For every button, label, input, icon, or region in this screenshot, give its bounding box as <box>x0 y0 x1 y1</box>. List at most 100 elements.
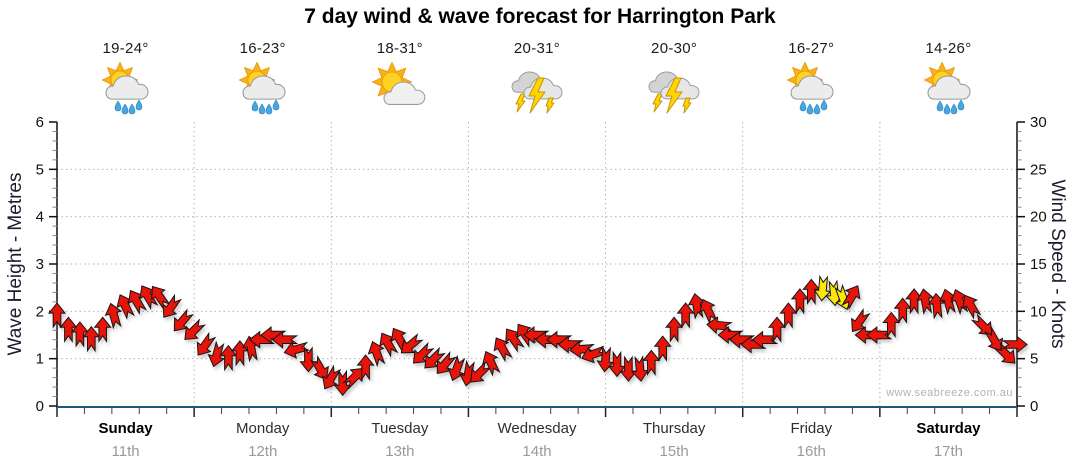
weather-icon-storm <box>508 60 566 118</box>
wind-arrow <box>162 293 183 318</box>
left-tick-label: 0 <box>36 398 44 415</box>
day-temp-range: 16-23° <box>239 40 286 57</box>
wind-arrow <box>322 364 342 390</box>
wind-arrow <box>851 307 871 333</box>
weather-icon-sun-cloud <box>371 60 429 118</box>
wind-arrow <box>493 337 513 363</box>
wind-arrow <box>470 360 492 383</box>
left-tick-label: 6 <box>36 114 44 131</box>
wind-arrow <box>299 346 318 373</box>
wind-arrow <box>184 318 207 341</box>
weather-icon-sun-cloud-rain <box>234 60 292 118</box>
wind-arrow <box>309 355 329 381</box>
weather-icon-sun-cloud-rain <box>97 60 155 118</box>
wind-arrow-yellow <box>813 274 832 302</box>
day-name: Thursday <box>642 420 706 437</box>
weather-icon-art <box>923 61 971 115</box>
wind-arrow <box>751 330 779 349</box>
day-temp-range: 19-24° <box>102 40 149 57</box>
right-tick-label: 25 <box>1030 161 1047 178</box>
left-tick-label: 2 <box>36 303 44 320</box>
weather-icon-sun-cloud-rain <box>919 60 977 118</box>
wind-arrow <box>970 313 993 336</box>
left-axis-label: Wave Height - Metres <box>5 172 26 356</box>
wind-arrow <box>882 311 901 339</box>
wind-arrow <box>196 331 217 356</box>
left-tick-label: 5 <box>36 161 44 178</box>
wind-arrow <box>653 335 672 362</box>
weather-icon-art <box>101 61 149 115</box>
right-tick-label: 10 <box>1030 303 1047 320</box>
wind-arrow <box>790 288 809 315</box>
left-tick-label: 4 <box>36 209 44 226</box>
chart-title: 7 day wind & wave forecast for Harringto… <box>304 5 776 28</box>
wind-arrow <box>59 316 78 343</box>
weather-icon-art <box>648 71 700 114</box>
wind-arrow <box>676 302 695 329</box>
right-tick-label: 0 <box>1030 398 1038 415</box>
wind-arrow <box>1001 335 1028 354</box>
day-name: Saturday <box>916 420 981 437</box>
weather-icon-art <box>786 61 834 115</box>
wind-arrow <box>905 288 924 315</box>
gridlines <box>57 122 1017 406</box>
wind-arrow <box>607 350 627 378</box>
day-date: 14th <box>522 443 552 460</box>
weather-icon-art <box>238 61 286 115</box>
wind-arrow <box>219 344 238 372</box>
wind-arrow <box>367 340 386 368</box>
wind-arrow <box>47 302 67 329</box>
day-temp-range: 20-31° <box>513 40 561 57</box>
wind-arrow <box>596 345 615 373</box>
wind-arrow <box>866 325 893 345</box>
wind-arrow <box>642 349 661 377</box>
right-tick-label: 15 <box>1030 256 1047 273</box>
day-name: Friday <box>790 420 833 437</box>
day-name: Tuesday <box>371 420 429 437</box>
right-axis-label: Wind Speed - Knots <box>1047 179 1068 349</box>
wind-arrow <box>841 285 861 311</box>
wind-arrow <box>962 294 982 320</box>
wind-arrow <box>271 330 299 349</box>
wind-arrow <box>424 346 447 369</box>
weather-icon-art <box>511 71 563 114</box>
wind-arrow <box>104 302 123 330</box>
right-tick-label: 20 <box>1030 209 1047 226</box>
day-temp-range: 14-26° <box>925 40 972 57</box>
day-date: 13th <box>385 443 415 460</box>
wind-arrow <box>151 285 171 310</box>
right-tick-label: 5 <box>1030 351 1038 368</box>
wind-arrow <box>482 350 501 377</box>
day-temp-range: 20-30° <box>651 40 698 57</box>
wind-arrow <box>993 341 1016 364</box>
watermark: www.seabreeze.com.au <box>886 387 1013 399</box>
left-tick-label: 1 <box>36 351 44 368</box>
wind-arrow <box>802 278 821 306</box>
wind-arrow <box>207 340 226 368</box>
day-date: 11th <box>111 443 140 460</box>
wind-arrow <box>93 316 112 343</box>
day-name: Monday <box>236 420 290 437</box>
day-date: 12th <box>248 443 278 460</box>
wind-arrow <box>400 333 424 354</box>
weather-icon-art <box>371 61 426 105</box>
wind-arrow-series <box>47 274 1028 397</box>
wind-arrow <box>893 297 912 324</box>
wind-arrow <box>665 316 684 343</box>
day-temp-range: 16-27° <box>788 40 835 57</box>
right-tick-label: 30 <box>1030 114 1047 131</box>
wind-arrow <box>916 288 935 316</box>
axes <box>56 122 1018 408</box>
wind-arrow <box>283 341 311 359</box>
axis-ticks: 0 1 2 3 4 5 6 0 5 10 15 20 25 30 <box>36 114 1047 417</box>
wind-arrow <box>767 316 787 343</box>
wind-arrow <box>82 325 101 353</box>
day-name: Wednesday <box>497 420 577 437</box>
day-date: 16th <box>796 443 826 460</box>
left-tick-label: 3 <box>36 256 44 273</box>
wind-arrow <box>631 355 650 382</box>
wind-arrow <box>356 354 375 381</box>
wind-arrow <box>779 302 798 329</box>
